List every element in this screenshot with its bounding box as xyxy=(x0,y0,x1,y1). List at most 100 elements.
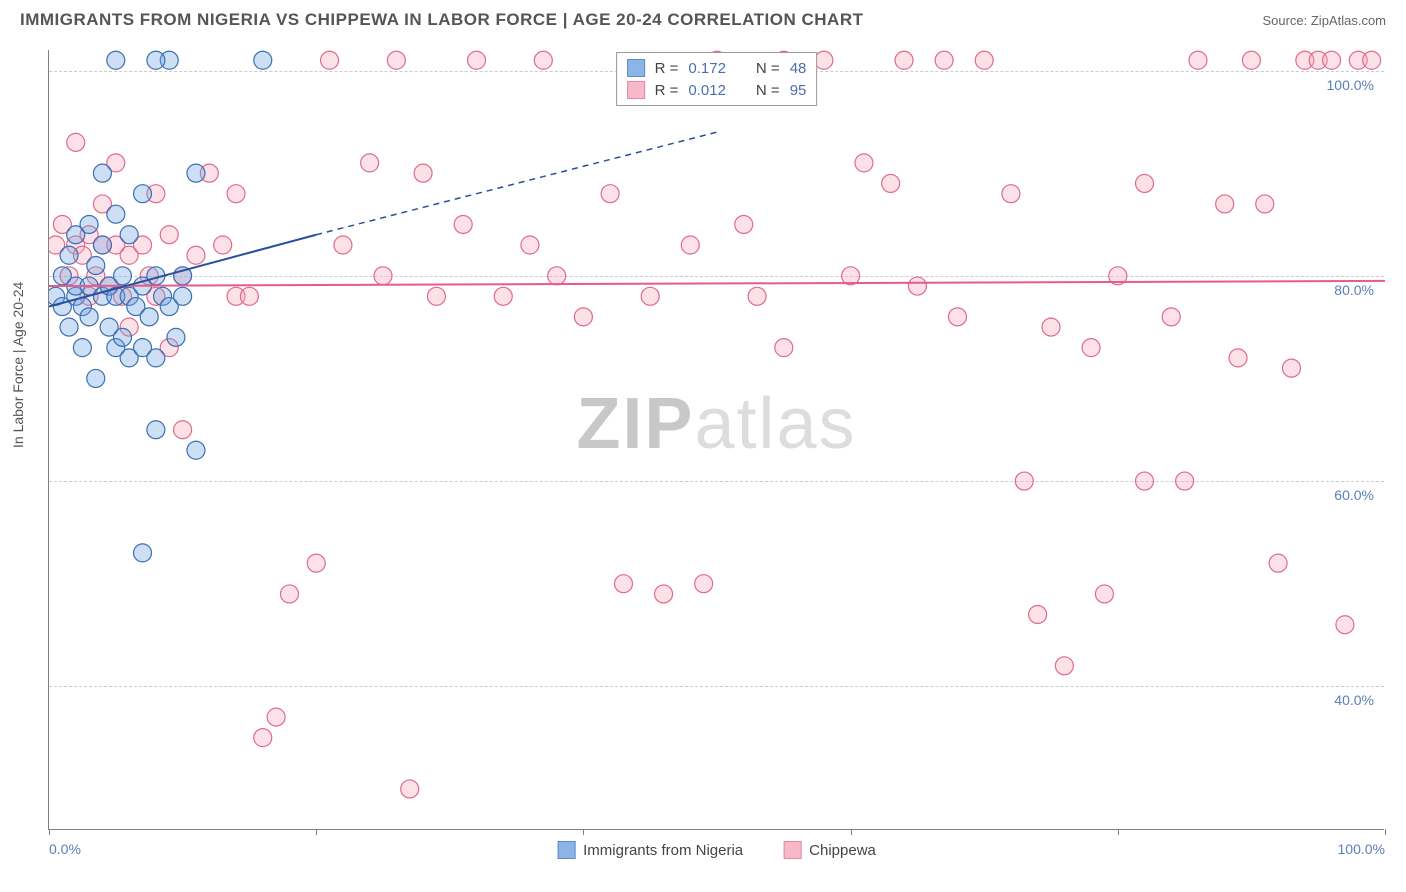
data-point xyxy=(935,51,953,69)
data-point xyxy=(374,267,392,285)
data-point xyxy=(187,441,205,459)
data-point xyxy=(174,421,192,439)
data-point xyxy=(427,287,445,305)
data-point xyxy=(775,339,793,357)
data-point xyxy=(1082,339,1100,357)
data-point xyxy=(681,236,699,254)
data-point xyxy=(187,246,205,264)
data-point xyxy=(321,51,339,69)
x-tick-label: 0.0% xyxy=(49,841,81,857)
data-point xyxy=(113,328,131,346)
data-point xyxy=(254,729,272,747)
data-point xyxy=(735,215,753,233)
page-title: IMMIGRANTS FROM NIGERIA VS CHIPPEWA IN L… xyxy=(20,10,863,30)
data-point xyxy=(167,328,185,346)
legend-item-chippewa: Chippewa xyxy=(783,841,876,859)
data-point xyxy=(534,51,552,69)
chippewa-swatch xyxy=(783,841,801,859)
data-point xyxy=(748,287,766,305)
data-point xyxy=(254,51,272,69)
nigeria-r-value: 0.172 xyxy=(688,60,726,77)
data-point xyxy=(1323,51,1341,69)
data-point xyxy=(147,349,165,367)
data-point xyxy=(240,287,258,305)
n-label: N = xyxy=(756,82,780,99)
data-point xyxy=(134,544,152,562)
data-point xyxy=(1029,605,1047,623)
x-tick-label: 100.0% xyxy=(1338,841,1385,857)
x-tick xyxy=(1385,829,1386,835)
data-point xyxy=(414,164,432,182)
nigeria-swatch xyxy=(557,841,575,859)
data-point xyxy=(614,575,632,593)
data-point xyxy=(975,51,993,69)
data-point xyxy=(1256,195,1274,213)
nigeria-label: Immigrants from Nigeria xyxy=(583,842,743,859)
data-point xyxy=(1216,195,1234,213)
data-point xyxy=(87,257,105,275)
trendline-extrapolation xyxy=(316,132,717,235)
data-point xyxy=(267,708,285,726)
data-point xyxy=(641,287,659,305)
source-attribution: Source: ZipAtlas.com xyxy=(1262,13,1386,28)
data-point xyxy=(1042,318,1060,336)
scatter-plot: ZIPatlas 40.0%60.0%80.0%100.0% 0.0%100.0… xyxy=(48,50,1384,830)
data-point xyxy=(140,308,158,326)
data-point xyxy=(908,277,926,295)
trendline xyxy=(49,281,1385,286)
legend-row-chippewa: R = 0.012 N = 95 xyxy=(627,79,807,101)
data-point xyxy=(468,51,486,69)
chippewa-n-value: 95 xyxy=(790,82,807,99)
data-point xyxy=(147,421,165,439)
data-point xyxy=(80,308,98,326)
data-point xyxy=(120,226,138,244)
legend-row-nigeria: R = 0.172 N = 48 xyxy=(627,57,807,79)
data-point xyxy=(601,185,619,203)
data-point xyxy=(307,554,325,572)
data-point xyxy=(160,226,178,244)
data-point xyxy=(214,236,232,254)
data-point xyxy=(60,318,78,336)
data-point xyxy=(107,205,125,223)
data-point xyxy=(655,585,673,603)
data-point xyxy=(815,51,833,69)
data-point xyxy=(948,308,966,326)
legend-item-nigeria: Immigrants from Nigeria xyxy=(557,841,743,859)
chippewa-r-value: 0.012 xyxy=(688,82,726,99)
data-point xyxy=(855,154,873,172)
data-point xyxy=(113,267,131,285)
data-point xyxy=(174,287,192,305)
data-point xyxy=(1229,349,1247,367)
y-axis-label: In Labor Force | Age 20-24 xyxy=(10,282,26,448)
data-point xyxy=(387,51,405,69)
nigeria-swatch xyxy=(627,59,645,77)
data-point xyxy=(187,164,205,182)
data-point xyxy=(494,287,512,305)
chippewa-swatch xyxy=(627,81,645,99)
data-point xyxy=(574,308,592,326)
data-point xyxy=(227,185,245,203)
data-point xyxy=(147,51,165,69)
data-point xyxy=(134,185,152,203)
data-point xyxy=(67,133,85,151)
data-point xyxy=(1055,657,1073,675)
data-point xyxy=(1095,585,1113,603)
data-point xyxy=(73,339,91,357)
r-label: R = xyxy=(655,82,679,99)
data-point xyxy=(882,174,900,192)
data-point xyxy=(1363,51,1381,69)
data-point xyxy=(1242,51,1260,69)
data-point xyxy=(1282,359,1300,377)
n-label: N = xyxy=(756,60,780,77)
data-point xyxy=(695,575,713,593)
data-point xyxy=(454,215,472,233)
data-point xyxy=(93,164,111,182)
data-point xyxy=(548,267,566,285)
data-point xyxy=(895,51,913,69)
data-point xyxy=(1136,472,1154,490)
plot-svg xyxy=(49,50,1385,830)
data-point xyxy=(1269,554,1287,572)
correlation-legend: R = 0.172 N = 48 R = 0.012 N = 95 xyxy=(616,52,818,106)
data-point xyxy=(401,780,419,798)
data-point xyxy=(1336,616,1354,634)
